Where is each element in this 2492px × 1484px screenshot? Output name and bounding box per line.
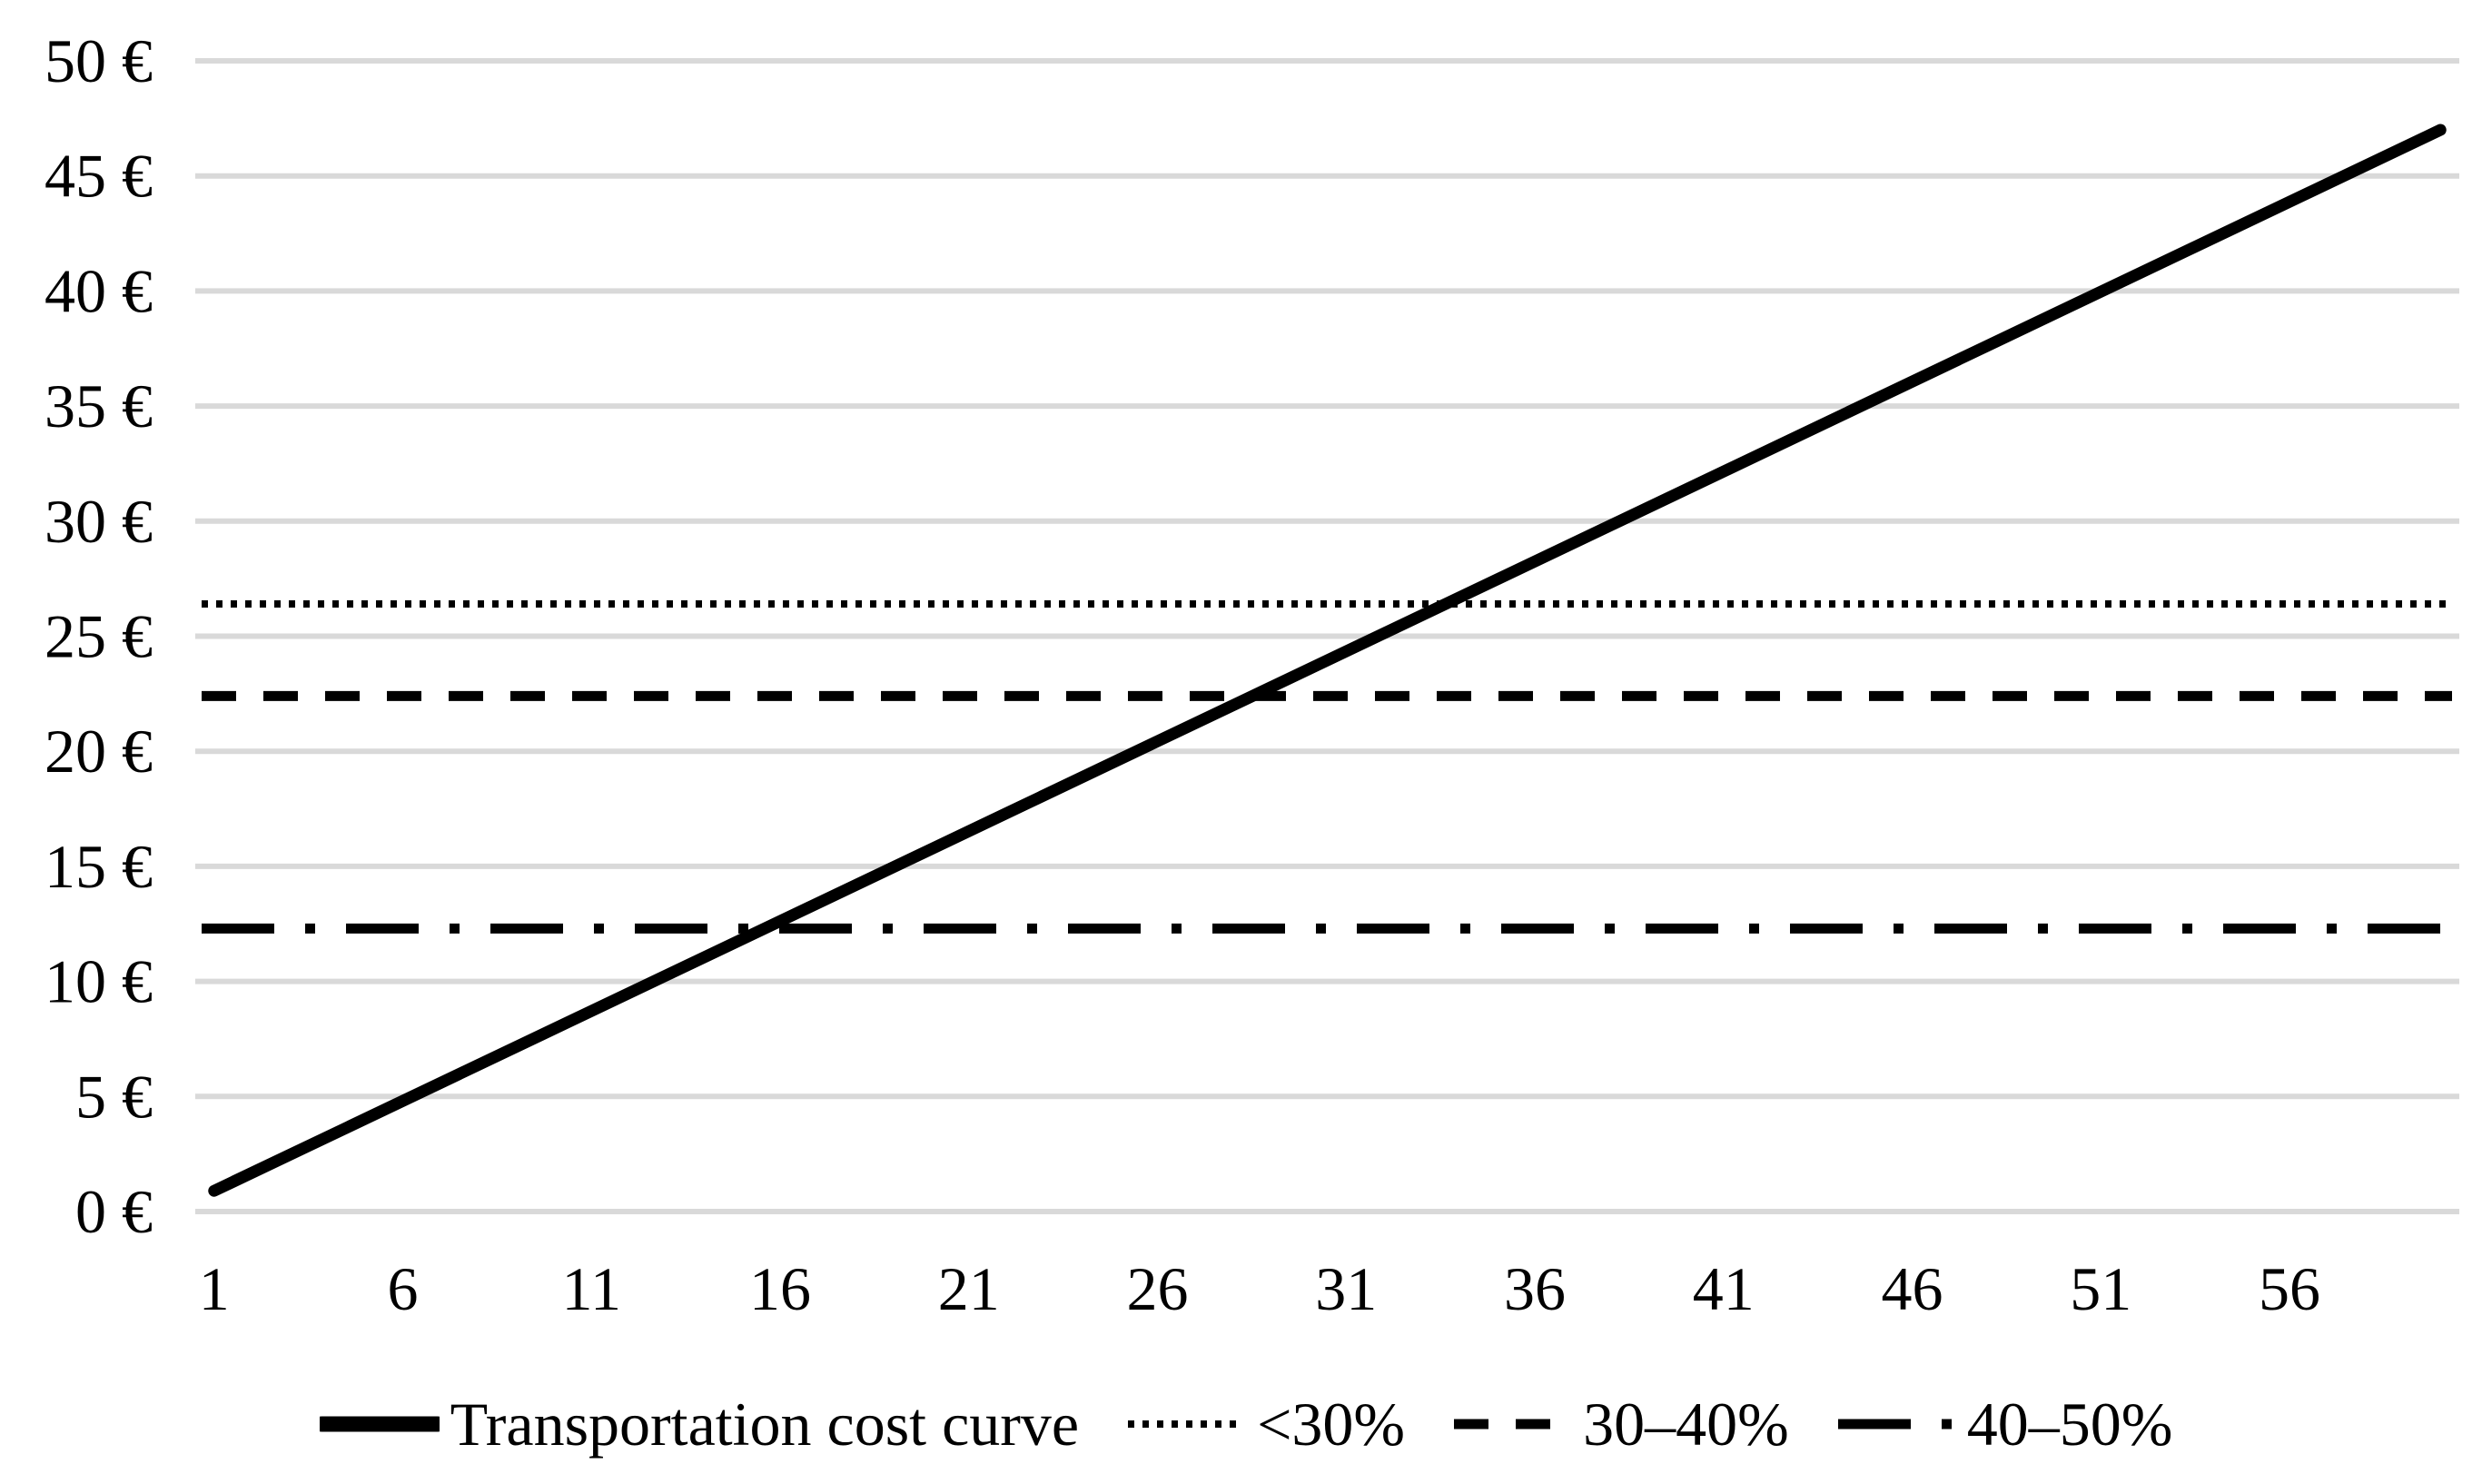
- x-tick-label-46: 46: [1882, 1254, 1943, 1323]
- legend-label-3: 40–50%: [1966, 1390, 2173, 1459]
- legend-item-1: <30%: [1126, 1393, 1405, 1455]
- x-tick-label-31: 31: [1315, 1254, 1377, 1323]
- x-tick-label-21: 21: [938, 1254, 1000, 1323]
- y-tick-label-50: 50 €: [44, 26, 153, 95]
- x-tick-label-51: 51: [2070, 1254, 2131, 1323]
- legend-swatch-solid-icon: [319, 1416, 440, 1432]
- y-tick-label-0: 0 €: [75, 1177, 153, 1246]
- x-tick-label-6: 6: [388, 1254, 419, 1323]
- x-tick-label-36: 36: [1504, 1254, 1566, 1323]
- y-tick-label-35: 35 €: [44, 371, 153, 440]
- y-tick-label-15: 15 €: [44, 832, 153, 901]
- y-tick-label-5: 5 €: [75, 1062, 153, 1131]
- legend-label-0: Transportation cost curve: [450, 1390, 1080, 1459]
- x-tick-label-41: 41: [1693, 1254, 1755, 1323]
- series-line-0-solid: [208, 124, 2447, 1197]
- y-tick-label-25: 25 €: [44, 602, 153, 671]
- chart-legend: Transportation cost curve <30% 30–40% 40–50…: [0, 1379, 2492, 1469]
- legend-label-2: 30–40%: [1583, 1390, 1789, 1459]
- x-tick-label-11: 11: [562, 1254, 621, 1323]
- y-tick-label-40: 40 €: [44, 256, 153, 325]
- legend-label-1: <30%: [1257, 1390, 1406, 1459]
- y-tick-label-45: 45 €: [44, 142, 153, 211]
- y-tick-label-10: 10 €: [44, 947, 153, 1016]
- x-tick-label-26: 26: [1127, 1254, 1189, 1323]
- y-tick-label-30: 30 €: [44, 487, 153, 556]
- x-tick-label-1: 1: [199, 1254, 230, 1323]
- legend-swatch-dashed-icon: [1454, 1419, 1571, 1430]
- legend-swatch-dash-dot-icon: [1837, 1419, 1954, 1430]
- legend-item-0: Transportation cost curve: [319, 1390, 1080, 1459]
- x-tick-label-16: 16: [749, 1254, 811, 1323]
- legend-item-2: 30–40%: [1452, 1393, 1789, 1455]
- legend-item-3: 40–50%: [1836, 1390, 2173, 1459]
- y-tick-label-20: 20 €: [44, 717, 153, 786]
- x-tick-label-56: 56: [2259, 1254, 2320, 1323]
- legend-swatch-dotted-icon: [1128, 1420, 1245, 1428]
